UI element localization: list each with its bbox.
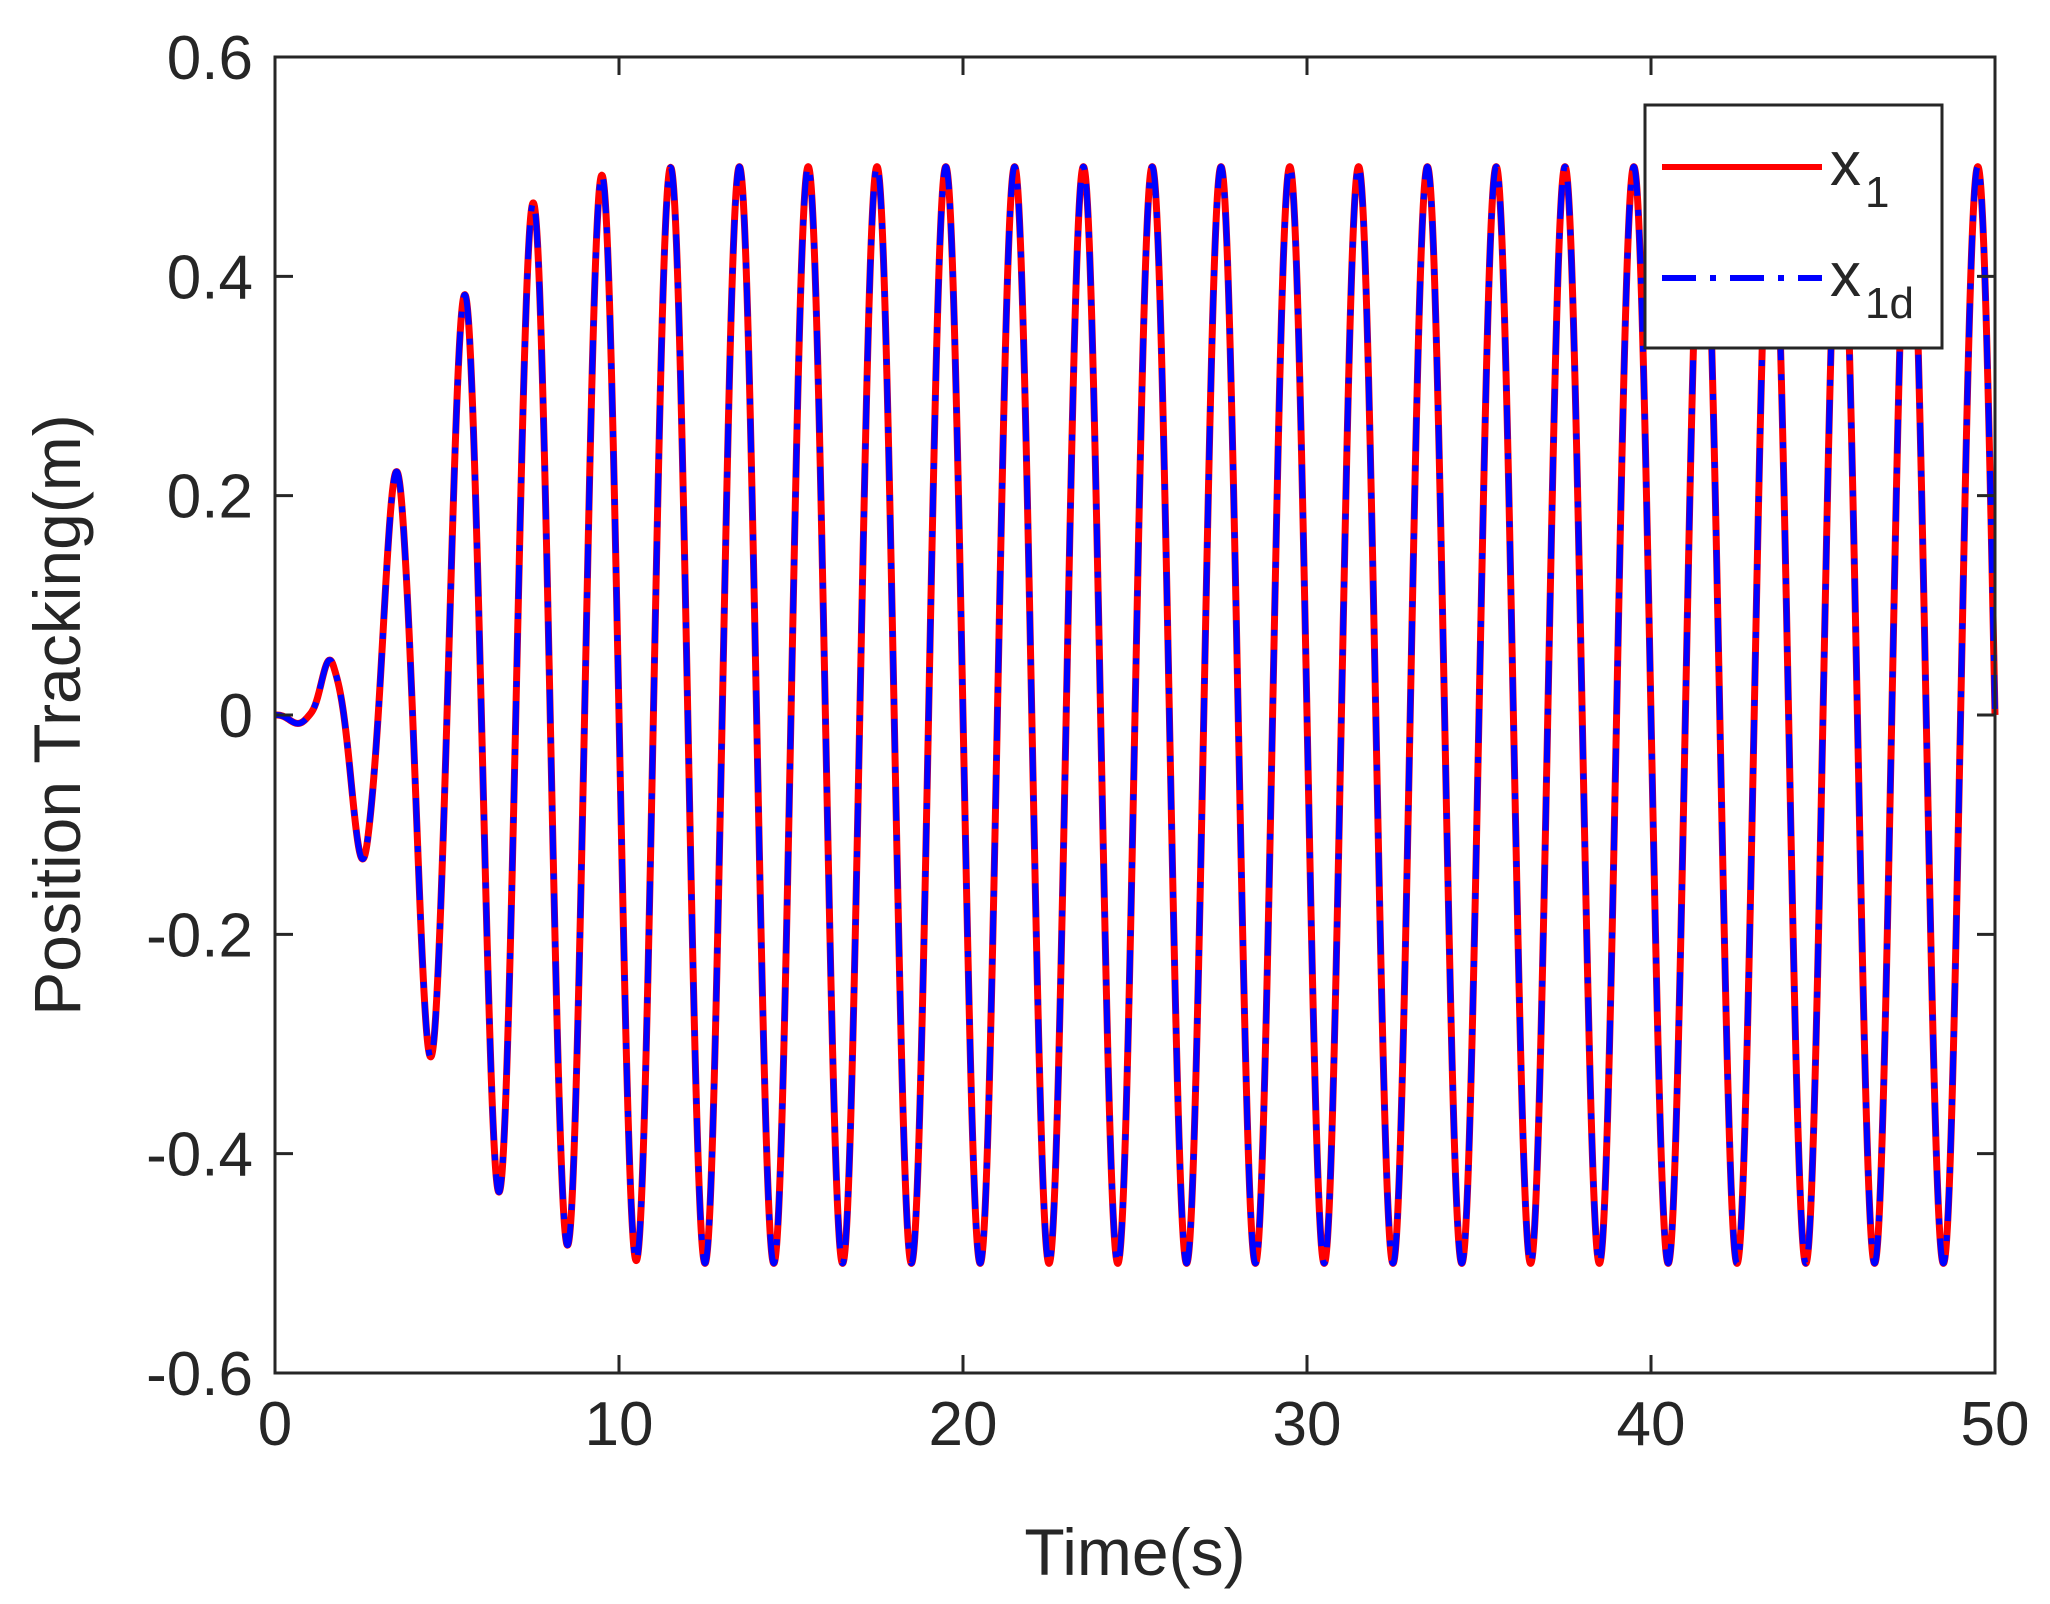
y-tick-label: -0.4: [146, 1121, 253, 1190]
x-tick-label: 20: [929, 1390, 998, 1459]
y-tick-label: -0.6: [146, 1340, 253, 1409]
x-tick-label: 50: [1961, 1390, 2030, 1459]
y-tick-label: 0.6: [167, 24, 253, 93]
ticks-layer: 0 10 20 30 40 50 0.6 0.4 0.2 0 -0.2 -0.4 -0.6: [146, 24, 2029, 1459]
y-tick-label: 0: [219, 682, 253, 751]
x-tick-label: 10: [585, 1390, 654, 1459]
x-tick-label: 40: [1617, 1390, 1686, 1459]
x-tick-label: 30: [1273, 1390, 1342, 1459]
x-axis-label: Time(s): [1024, 1515, 1245, 1589]
legend-box: [1643, 103, 1944, 350]
y-tick-label: 0.4: [167, 243, 253, 312]
legend-label-x1: x1: [1830, 130, 1889, 217]
y-tick-label: 0.2: [167, 463, 253, 532]
x-tick-label: 0: [258, 1390, 292, 1459]
y-axis-label: Position Tracking(m): [20, 414, 94, 1016]
legend-label-x1d: x1d: [1830, 241, 1914, 328]
y-tick-label: -0.2: [146, 901, 253, 970]
legend: x1 x1d: [1643, 103, 1944, 350]
